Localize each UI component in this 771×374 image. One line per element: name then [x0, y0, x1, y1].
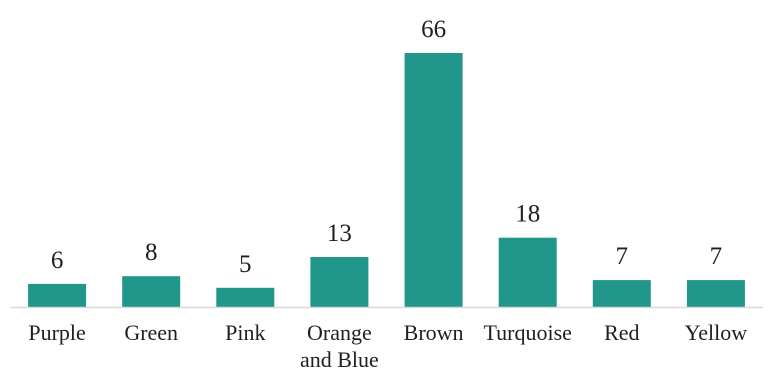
value-label: 7 [616, 243, 629, 270]
category-label: Brown [404, 320, 464, 345]
category-label-line: Red [604, 320, 639, 345]
bar-brown [404, 53, 463, 307]
value-label: 5 [239, 251, 252, 278]
category-label: Yellow [685, 320, 748, 345]
category-label-line: Purple [28, 320, 85, 345]
category-label: Purple [28, 320, 85, 345]
value-label: 13 [327, 220, 352, 247]
value-label: 6 [51, 247, 64, 274]
category-label-line: Turquoise [483, 320, 571, 345]
category-labels-group: Purple Green Pink Orange and Blue Brown Turquo… [28, 320, 747, 372]
value-label: 8 [145, 239, 158, 266]
category-label: Pink [225, 320, 265, 345]
category-label-line: Yellow [685, 320, 748, 345]
value-label: 7 [710, 243, 723, 270]
category-label-line: Orange [307, 320, 372, 345]
value-label: 18 [515, 201, 540, 228]
bar-purple [28, 283, 87, 307]
bar-red [592, 280, 651, 307]
category-label: Turquoise [483, 320, 571, 345]
bar-green [122, 276, 181, 307]
bar-pink [216, 287, 275, 307]
bar-orange-and-blue [310, 257, 369, 307]
category-label: Orange and Blue [300, 320, 379, 372]
category-label-line: and Blue [300, 347, 379, 372]
category-label-line: Green [124, 320, 178, 345]
category-label: Red [604, 320, 639, 345]
value-label: 66 [421, 16, 446, 43]
category-label-line: Pink [225, 320, 265, 345]
category-label: Green [124, 320, 178, 345]
bars-group [28, 53, 745, 307]
value-labels-group: 6 8 5 13 66 18 7 7 [51, 16, 722, 278]
bar-yellow [686, 280, 745, 307]
bar-turquoise [498, 237, 557, 307]
category-label-line: Brown [404, 320, 464, 345]
